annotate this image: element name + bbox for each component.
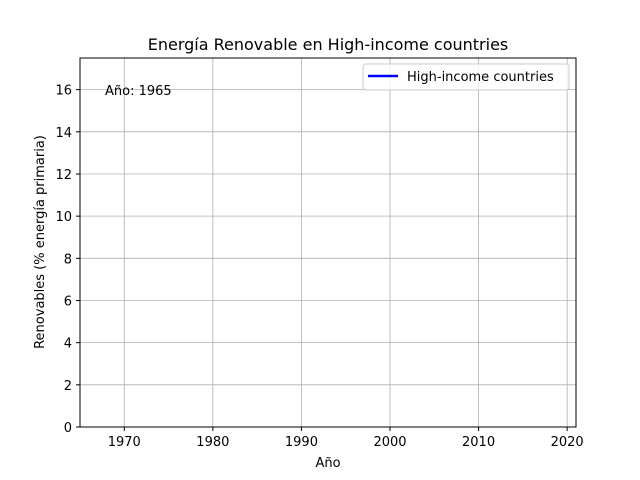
chart-title: Energía Renovable en High-income countri… [148, 35, 509, 54]
plot-frame [79, 57, 577, 428]
x-tick-label: 2020 [551, 435, 584, 450]
year-annotation: Año: 1965 [105, 84, 172, 99]
x-tick-label: 2010 [462, 435, 495, 450]
y-tick-label: 0 [64, 421, 72, 436]
y-tick-label: 14 [55, 126, 72, 141]
legend: High-income countries [362, 63, 570, 91]
x-tick-label: 1990 [285, 435, 318, 450]
y-tick-label: 6 [64, 294, 72, 309]
y-tick-label: 8 [64, 252, 72, 267]
grid [80, 58, 576, 428]
legend-label: High-income countries [407, 70, 554, 85]
x-axis-label: Año [315, 456, 340, 471]
legend-box [362, 63, 570, 91]
y-tick-label: 12 [55, 168, 72, 183]
y-tick-label: 4 [64, 337, 72, 352]
y-axis-label: Renovables (% energía primaria) [33, 135, 48, 349]
y-tick-label: 10 [55, 210, 72, 225]
y-tick-label: 2 [64, 379, 72, 394]
x-tick-label: 2000 [373, 435, 406, 450]
x-tick-label: 1970 [108, 435, 141, 450]
axis-ticks: 1970 1980 1990 2000 2010 2020 0 2 4 6 8 10 12 14 16 [55, 84, 583, 450]
y-tick-label: 16 [55, 84, 72, 99]
x-tick-label: 1980 [196, 435, 229, 450]
